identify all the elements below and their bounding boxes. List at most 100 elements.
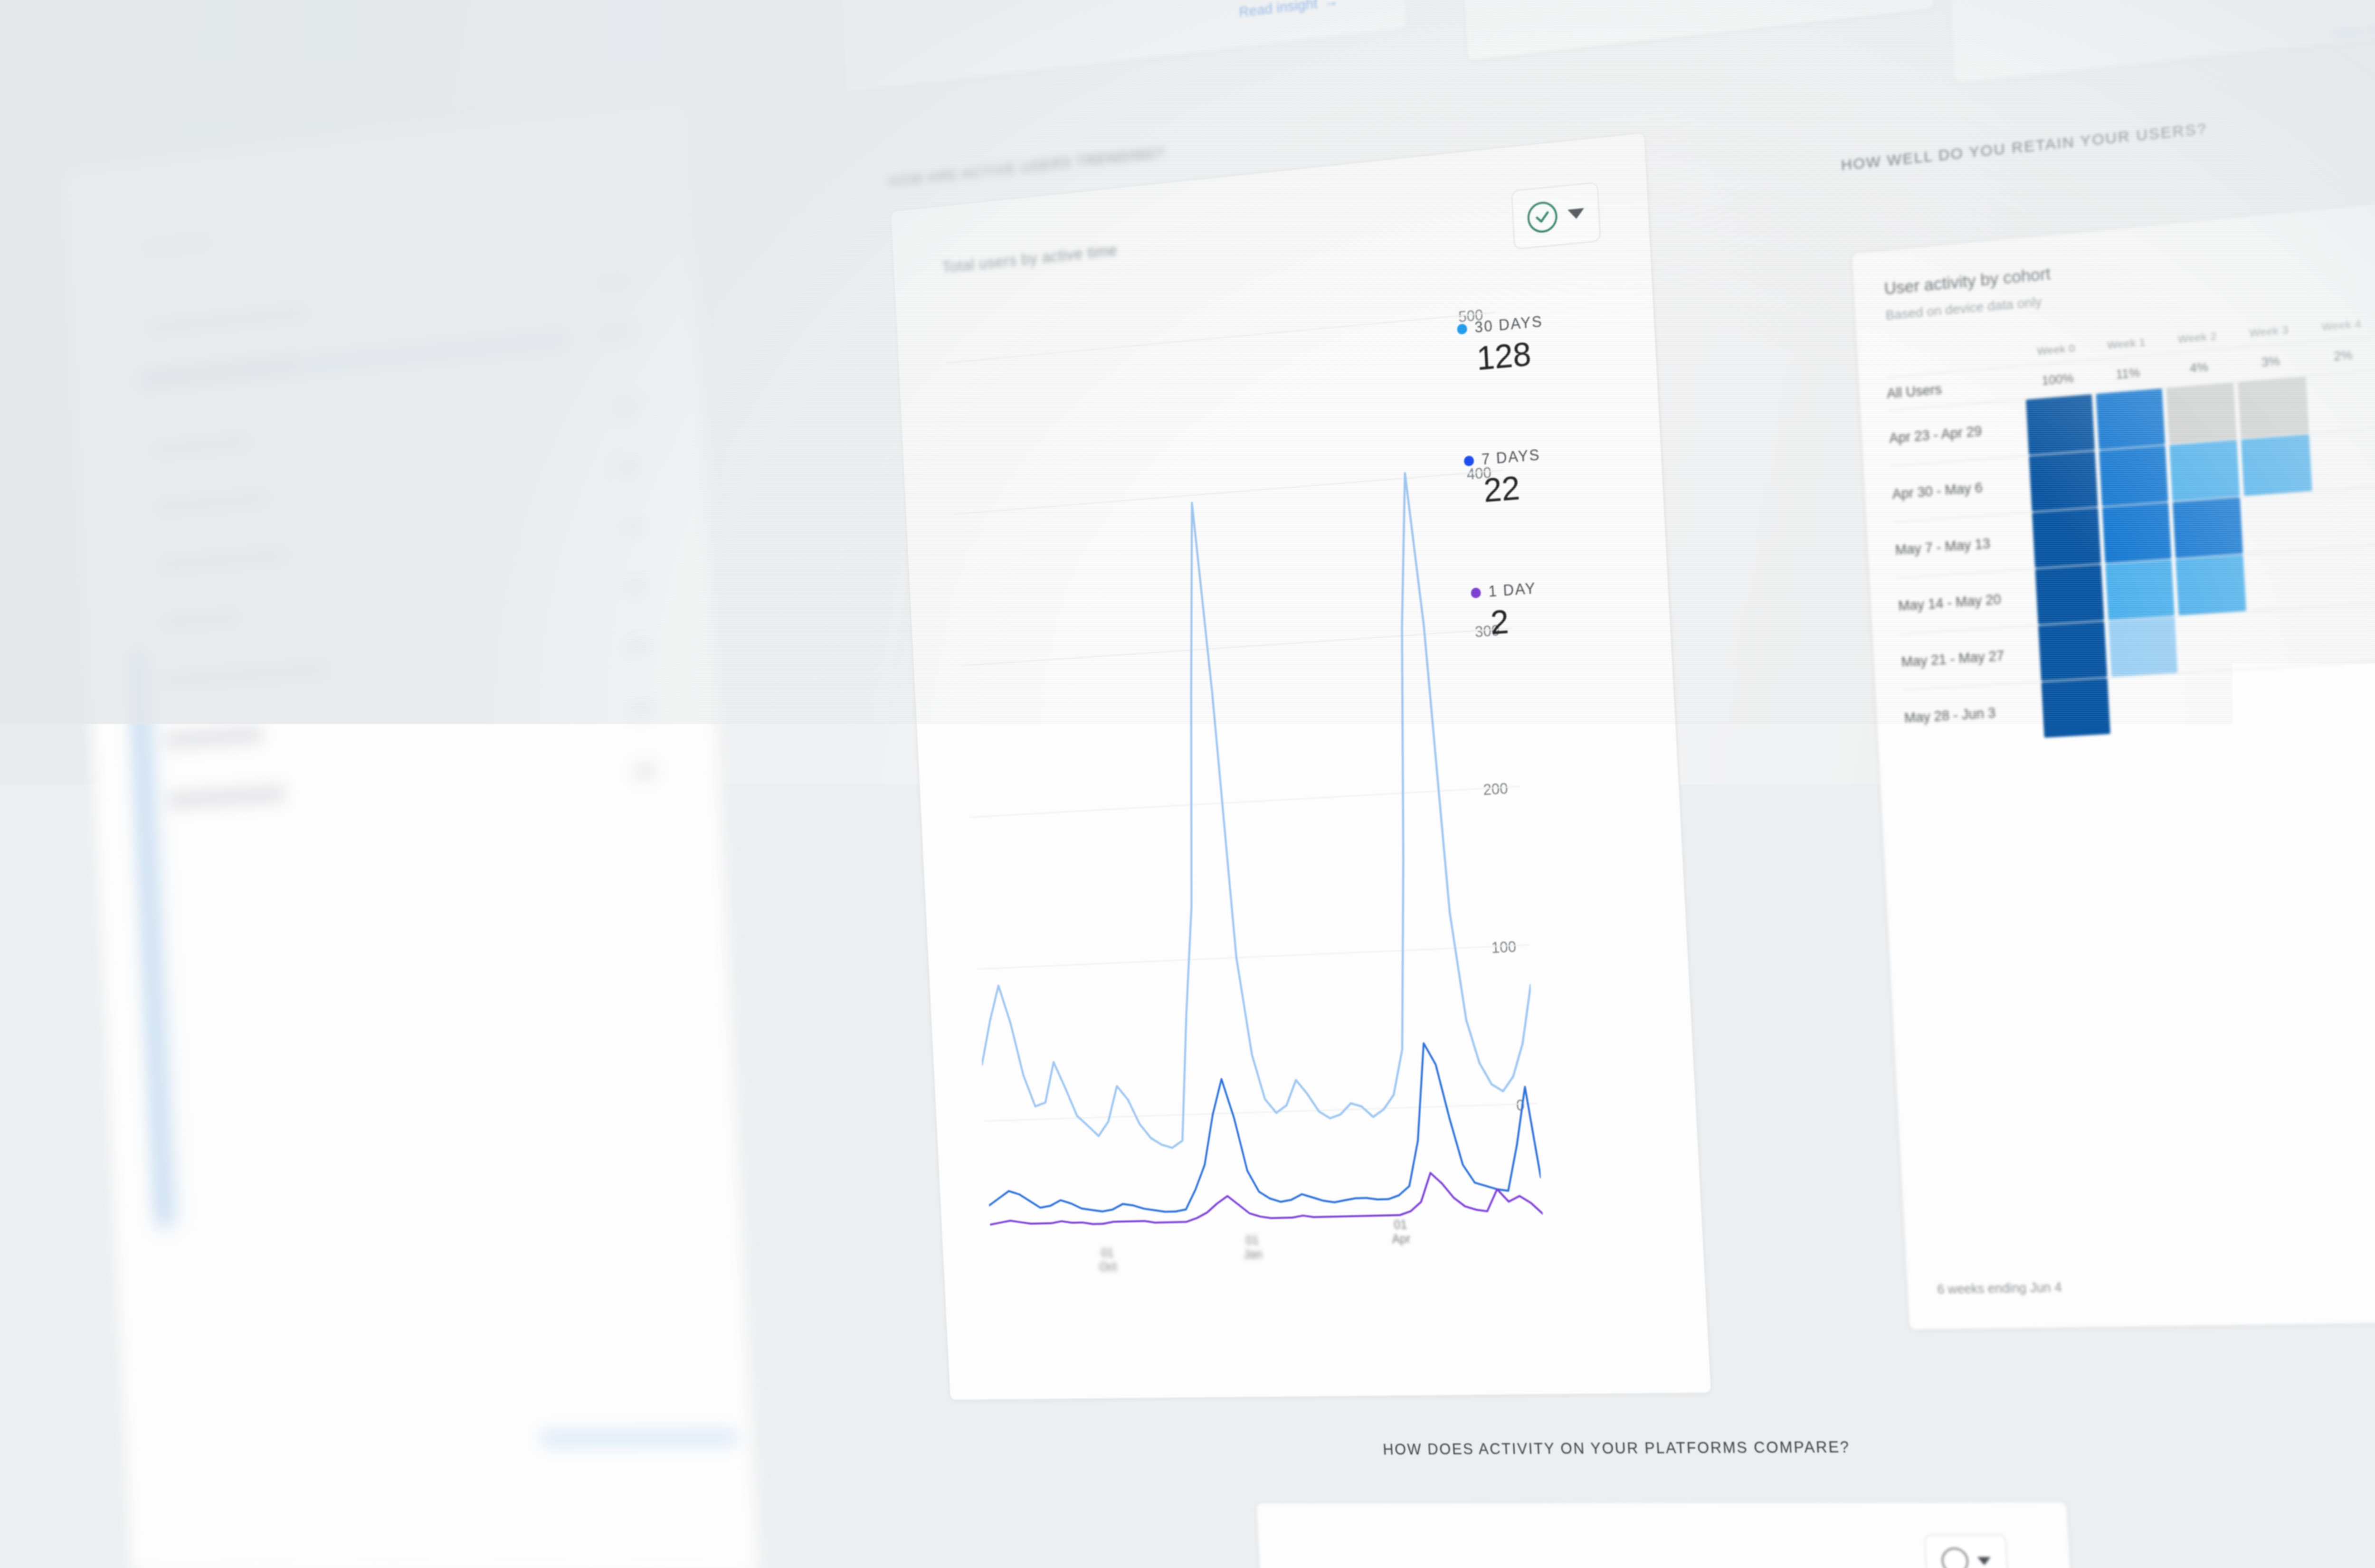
cohort-cell[interactable] (2247, 549, 2318, 611)
cohort-cell[interactable] (2254, 665, 2325, 726)
chevron-down-icon (1568, 208, 1585, 219)
row-label: Apr 23 - Apr 29 (1889, 411, 2028, 454)
cohort-cell[interactable] (2096, 388, 2165, 450)
cohort-card-title: User activity by cohort (1884, 264, 2051, 299)
cohort-card-subtitle: Based on device data only (1885, 293, 2042, 323)
list-row-highlight (133, 326, 571, 394)
list-value (633, 765, 656, 777)
list-item (165, 728, 263, 746)
row-label: May 28 - Jun 3 (1903, 694, 2043, 734)
legend-value: 22 (1482, 461, 1620, 510)
x-tick: 01 Jan (1225, 1233, 1281, 1262)
cohort-cell[interactable] (2310, 371, 2375, 433)
left-list-panel (65, 102, 760, 1568)
retention-pct: 4% (2165, 349, 2233, 386)
check-circle-icon (1527, 200, 1558, 234)
panel-footer-link[interactable] (541, 1432, 737, 1444)
legend-dot-icon (1463, 455, 1474, 466)
scope-selector-button[interactable] (1511, 182, 1601, 250)
row-label: May 21 - May 27 (1900, 637, 2041, 678)
check-circle-icon (1941, 1548, 1969, 1568)
cohort-cell[interactable] (2026, 394, 2095, 455)
cohort-cell[interactable] (2111, 674, 2181, 734)
cohort-cell[interactable] (2105, 559, 2175, 620)
list-value (616, 461, 642, 473)
cohort-cell[interactable] (2029, 451, 2098, 512)
cohort-cell[interactable] (2319, 545, 2375, 606)
list-item (160, 611, 241, 629)
top-partial-card-left (837, 0, 1408, 93)
cohort-cell[interactable] (2244, 492, 2316, 553)
chart-line-7-days (982, 1039, 1542, 1216)
cohort-table: Week 0 Week 1 Week 2 Week 3 Week 4 Week … (1885, 304, 2375, 746)
list-item (152, 435, 253, 456)
chart-line-1-day (988, 1170, 1543, 1227)
list-value (594, 275, 632, 289)
x-tick-line2: Oct (1081, 1260, 1135, 1275)
x-tick-line1: 01 (1080, 1246, 1135, 1261)
cohort-cell[interactable] (2032, 508, 2101, 568)
cohort-cell[interactable] (2035, 565, 2104, 625)
cohort-cell[interactable] (2326, 661, 2375, 721)
x-tick: 01 Oct (1080, 1246, 1135, 1275)
row-label: May 14 - May 20 (1898, 581, 2038, 622)
legend-label: 7 DAYS (1481, 446, 1541, 468)
top-partial-card-insights (1454, 0, 1934, 62)
platform-compare-card (1255, 1502, 2079, 1568)
list-item (168, 788, 285, 806)
list-value (613, 401, 638, 414)
cohort-cell[interactable] (2317, 487, 2375, 548)
cohort-cell[interactable] (2038, 621, 2107, 681)
cohort-cell[interactable] (2179, 612, 2249, 672)
x-tick-line1: 01 (1372, 1218, 1429, 1233)
legend-item-7-days[interactable]: 7 DAYS 22 (1463, 440, 1620, 511)
list-value (624, 581, 647, 593)
cohort-cell[interactable] (2166, 383, 2237, 444)
cohort-retention-card: User activity by cohort Based on device … (1851, 194, 2375, 1331)
list-value (597, 327, 635, 340)
retention-pct: 11% (2094, 356, 2162, 392)
cohort-cell[interactable] (2108, 617, 2178, 677)
cohort-footer-note: 6 weeks ending Jun 4 (1937, 1280, 2062, 1297)
row-label: Apr 30 - May 6 (1891, 468, 2032, 510)
line-chart-plot (947, 312, 1543, 1230)
cohort-cell[interactable] (2241, 435, 2312, 496)
section-header-platforms: HOW DOES ACTIVITY ON YOUR PLATFORMS COMP… (1383, 1438, 1851, 1458)
cohort-cell[interactable] (2099, 445, 2168, 506)
retention-pct: 100% (2024, 361, 2091, 398)
row-label: May 7 - May 13 (1894, 524, 2034, 567)
active-users-trend-card: Total users by active time 500 400 300 2… (890, 132, 1712, 1401)
legend-dot-icon (1471, 587, 1481, 598)
section-header-trend: HOW ARE ACTIVE USERS TRENDING? (888, 144, 1165, 190)
chevron-down-icon (1977, 1557, 1991, 1565)
bottom-scope-selector-button[interactable] (1924, 1534, 2009, 1568)
cohort-cell[interactable] (2173, 497, 2243, 558)
list-item (162, 663, 331, 687)
chart-legend: 30 DAYS 128 7 DAYS 22 1 DAY 2 (1457, 306, 1632, 716)
x-tick-line2: Jan (1225, 1247, 1281, 1262)
cohort-cell[interactable] (2182, 670, 2252, 730)
cohort-cell[interactable] (2041, 678, 2110, 737)
chart-series-svg (947, 312, 1543, 1230)
top-partial-card-right (1938, 0, 2375, 84)
legend-value: 128 (1476, 327, 1614, 378)
retention-pct: 2% (2308, 337, 2375, 374)
list-item (157, 549, 290, 571)
list-item (145, 306, 309, 334)
list-value (630, 703, 653, 715)
cohort-cell[interactable] (2313, 429, 2375, 491)
cohort-cell[interactable] (2251, 607, 2322, 668)
retention-pct: 3% (2236, 343, 2305, 380)
cohort-cell[interactable] (2170, 440, 2240, 501)
cohort-cell[interactable] (2176, 555, 2246, 615)
section-header-retention: HOW WELL DO YOU RETAIN YOUR USERS? (1841, 120, 2208, 174)
cohort-cell[interactable] (2323, 603, 2375, 664)
legend-label: 1 DAY (1488, 579, 1537, 601)
legend-item-1-day[interactable]: 1 DAY 2 (1471, 573, 1628, 643)
x-tick: 01 Apr (1372, 1218, 1430, 1247)
list-item (154, 492, 271, 513)
cohort-cell[interactable] (2102, 502, 2171, 563)
legend-value: 2 (1490, 594, 1627, 642)
card-title: Total users by active time (941, 241, 1118, 277)
cohort-cell[interactable] (2238, 377, 2308, 438)
